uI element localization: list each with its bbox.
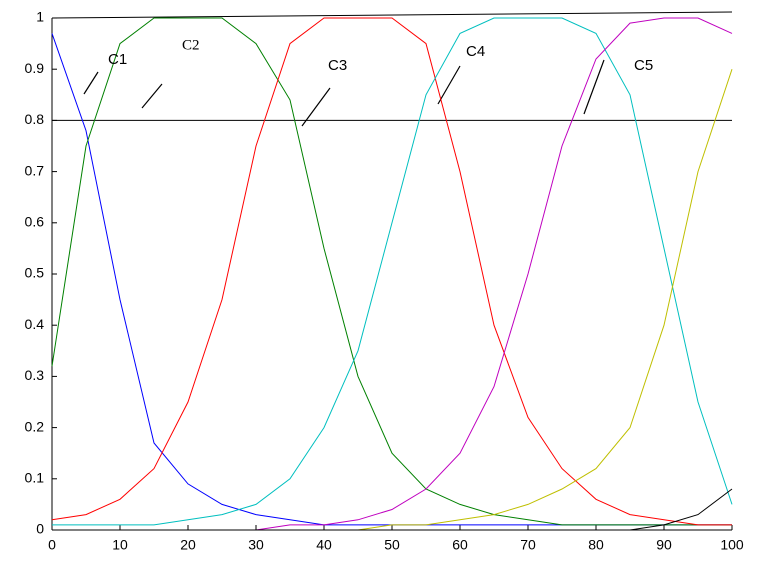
y-tick-label: 1 — [36, 9, 44, 25]
y-tick-label: 0 — [36, 521, 44, 537]
y-tick-label: 0.8 — [25, 111, 45, 127]
arrow — [437, 65, 461, 105]
x-tick-label: 80 — [588, 537, 604, 553]
y-tick-label: 0.3 — [25, 367, 45, 383]
annotation: C2 — [182, 37, 200, 53]
arrow — [301, 87, 331, 127]
y-tick-label: 0.7 — [25, 162, 45, 178]
y-tick-label: 0.4 — [25, 316, 45, 332]
y-tick-label: 0.9 — [25, 60, 45, 76]
y-tick-label: 0.1 — [25, 470, 45, 486]
top-border — [51, 11, 733, 19]
x-tick-label: 70 — [520, 537, 536, 553]
arrow — [583, 59, 605, 115]
series-line — [52, 17, 733, 526]
x-tick-label: 30 — [248, 537, 264, 553]
annotation: C1 — [108, 51, 127, 68]
annotation: C5 — [634, 57, 653, 74]
annotation: C4 — [466, 43, 485, 60]
series-line — [51, 17, 732, 526]
x-tick-label: 0 — [48, 537, 56, 553]
x-tick-label: 10 — [112, 537, 128, 553]
arrow — [83, 71, 99, 95]
series-line — [51, 17, 732, 526]
x-tick-label: 60 — [452, 537, 468, 553]
y-tick-label: 0.2 — [25, 418, 45, 434]
y-tick-label: 0.5 — [25, 265, 45, 281]
arrow — [141, 83, 163, 109]
arrows — [83, 59, 605, 127]
x-tick-label: 20 — [180, 537, 196, 553]
x-tick-label: 90 — [656, 537, 672, 553]
x-tick-label: 40 — [316, 537, 332, 553]
x-tick-label: 100 — [720, 537, 744, 553]
y-tick-label: 0.6 — [25, 214, 45, 230]
annotation: C3 — [328, 57, 347, 74]
x-tick-label: 50 — [384, 537, 400, 553]
series-line — [52, 488, 733, 531]
